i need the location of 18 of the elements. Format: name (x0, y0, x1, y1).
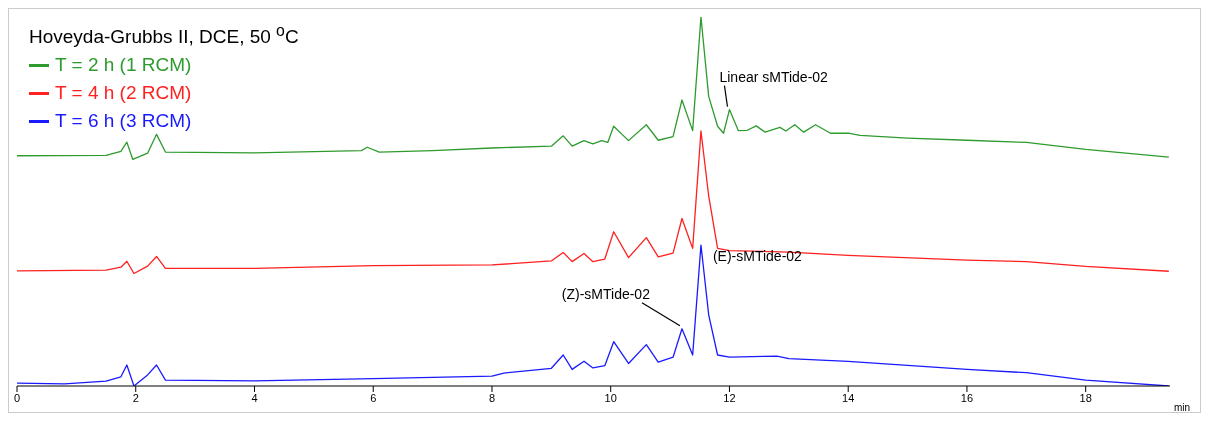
annotation: (E)-sMTide-02 (712, 248, 803, 265)
x-tick-label: 10 (604, 391, 617, 404)
x-tick-label: 8 (488, 391, 496, 404)
legend-label: T = 4 h (2 RCM) (55, 81, 192, 106)
x-tick-label: 12 (723, 391, 736, 404)
annotation: Linear sMTide-02 (719, 68, 829, 85)
x-tick-label: 18 (1079, 391, 1092, 404)
x-tick-label: 0 (13, 391, 21, 404)
x-tick-label: 16 (960, 391, 974, 404)
x-tick-label: 6 (370, 391, 377, 404)
annotation: (Z)-sMTide-02 (561, 285, 651, 302)
x-tick-label: 14 (842, 391, 855, 404)
chart-title: Hoveyda-Grubbs II, DCE, 50 $^{o}$C (29, 21, 299, 50)
legend-label: T = 6 h (3 RCM) (55, 109, 192, 134)
legend-label: T = 2 h (1 RCM) (55, 53, 192, 78)
x-axis-title: min (1174, 401, 1191, 413)
x-tick-label: 4 (251, 391, 258, 404)
x-tick-label: 2 (132, 391, 139, 404)
